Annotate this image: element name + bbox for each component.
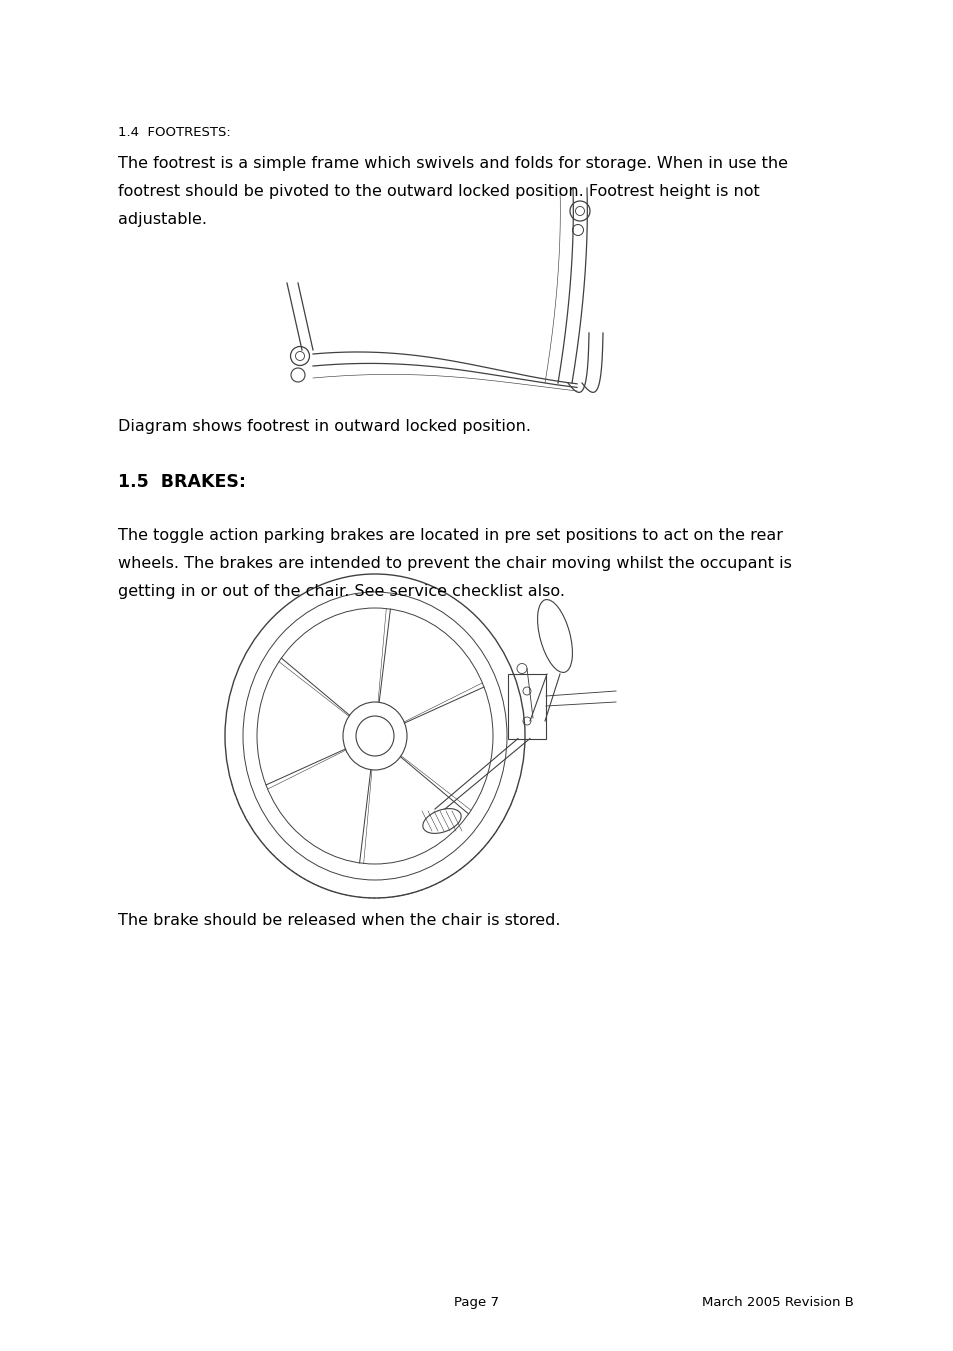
Text: The brake should be released when the chair is stored.: The brake should be released when the ch…: [118, 913, 560, 928]
Text: footrest should be pivoted to the outward locked position. Footrest height is no: footrest should be pivoted to the outwar…: [118, 184, 759, 199]
Text: wheels. The brakes are intended to prevent the chair moving whilst the occupant : wheels. The brakes are intended to preve…: [118, 557, 791, 571]
Text: Page 7: Page 7: [454, 1296, 499, 1309]
Text: 1.5  BRAKES:: 1.5 BRAKES:: [118, 473, 246, 490]
Text: getting in or out of the chair. See service checklist also.: getting in or out of the chair. See serv…: [118, 584, 564, 598]
Bar: [507, 674, 545, 739]
Text: March 2005 Revision B: March 2005 Revision B: [701, 1296, 853, 1309]
Text: 1.4  FOOTRESTS:: 1.4 FOOTRESTS:: [118, 126, 231, 139]
Text: adjustable.: adjustable.: [118, 212, 207, 227]
Text: Diagram shows footrest in outward locked position.: Diagram shows footrest in outward locked…: [118, 419, 531, 434]
Text: The toggle action parking brakes are located in pre set positions to act on the : The toggle action parking brakes are loc…: [118, 528, 782, 543]
Text: The footrest is a simple frame which swivels and folds for storage. When in use : The footrest is a simple frame which swi…: [118, 155, 787, 172]
